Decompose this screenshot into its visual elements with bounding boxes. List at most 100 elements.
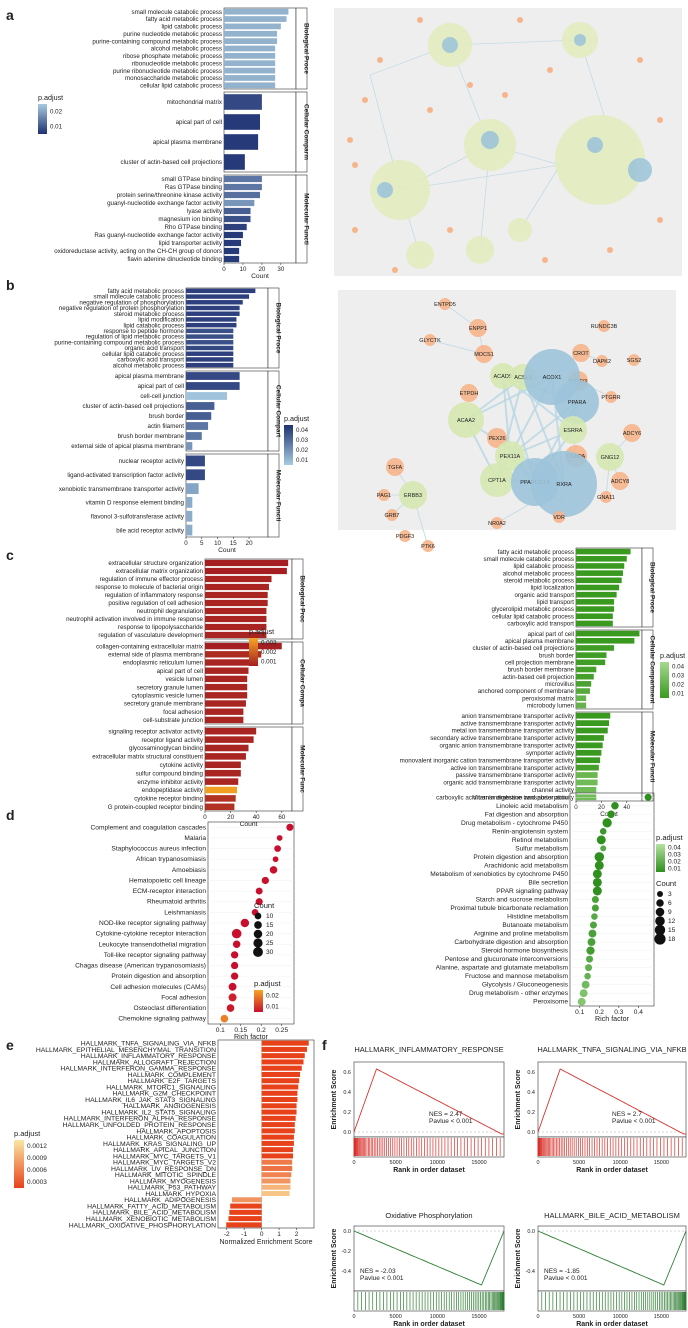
size-legend-label: 30 [266, 949, 274, 956]
bar [576, 786, 597, 793]
dot [230, 961, 239, 970]
category-label: brush border [149, 413, 184, 420]
category-label: extracellular matrix organization [116, 568, 204, 575]
x-axis-title: Count [218, 547, 236, 554]
bar [261, 1191, 290, 1197]
x-tick-label: 0.2 [595, 1009, 604, 1016]
category-label: HALLMARK_FATTY_ACID_METABOLISM [87, 1203, 216, 1210]
category-label: lipid catabolic process [161, 24, 222, 31]
network-node [490, 363, 516, 389]
network-node-label: ENTPD5 [434, 302, 456, 308]
bar [186, 442, 193, 450]
bar [224, 239, 242, 247]
network-node [487, 428, 507, 448]
category-label: sulfur compound binding [136, 770, 204, 777]
bar [205, 559, 289, 567]
x-tick-label: 0.4 [634, 1009, 643, 1016]
bar [186, 345, 234, 351]
bar [224, 75, 276, 81]
x-tick-label: 20 [598, 804, 605, 811]
y-tick-label: 0.6 [343, 1070, 351, 1076]
bar [576, 764, 599, 771]
category-label: endopeptidase activity [142, 787, 204, 794]
legend-tick: 0.02 [266, 993, 279, 1000]
category-label: HALLMARK_UV_RESPONSE_DN [111, 1166, 216, 1173]
gsea-title: HALLMARK_TNFA_SIGNALING_VIA_NFKB [537, 1045, 686, 1054]
network-node-label: GNA11 [597, 495, 615, 501]
nes-label: NES = -2.03 [360, 1268, 396, 1275]
bar [576, 673, 594, 680]
size-legend-dot [253, 929, 263, 939]
bar [205, 659, 252, 666]
category-label: Histidine metabolism [507, 914, 568, 921]
nes-label: NES = -1.85 [544, 1268, 580, 1275]
category-label: cellular lipid catabolic process [492, 613, 574, 620]
category-label: cell-substrate junction [143, 717, 203, 724]
category-label: small molecule catabolic process [132, 9, 222, 16]
bar [205, 607, 267, 615]
bar [224, 223, 247, 231]
category-label: enzyme inhibitor activity [137, 779, 204, 786]
category-label: HALLMARK_MITOTIC_SPINDLE [115, 1172, 217, 1179]
size-legend-label: 6 [668, 900, 672, 907]
network-node [559, 416, 587, 444]
category-label: vitamin D response element binding [86, 500, 185, 507]
size-legend-title: Count [656, 879, 677, 888]
facet-strip-label: Molecular Functi [275, 470, 282, 522]
bar [576, 702, 587, 709]
x-tick-label: 0.3 [614, 1009, 623, 1016]
category-label: apical part of cell [176, 119, 222, 126]
x-tick-label: 40 [253, 814, 260, 821]
bar-chart-e: HALLMARK_TNFA_SIGNALING_VIA_NFKBHALLMARK… [36, 1039, 315, 1246]
x-tick-label: 0.1 [575, 1009, 584, 1016]
bar [186, 422, 209, 430]
facet-strip [267, 453, 280, 538]
bar [224, 183, 262, 191]
category-label: response to peptide hormone [104, 328, 185, 335]
category-label: secretory granule membrane [124, 701, 204, 708]
dot [228, 993, 237, 1002]
dot [255, 898, 263, 906]
bar [186, 455, 205, 467]
bar [261, 1115, 296, 1121]
category-label: Focal adhesion [161, 994, 206, 1001]
plot-frame [217, 1039, 315, 1229]
bar [205, 803, 235, 811]
category-label: cytoplasmic vesicle lumen [131, 692, 203, 699]
category-label: African trypanosomiasis [136, 856, 207, 863]
category-label: Sulfur metabolism [515, 845, 568, 852]
bar [186, 483, 199, 494]
facet-strip [291, 726, 304, 812]
network-node [596, 443, 624, 471]
category-label: secretory granule lumen [137, 684, 204, 691]
category-label: organic acid transmembrane transporter a… [443, 780, 575, 787]
category-label: monovalent inorganic cation transmembran… [400, 757, 575, 764]
bar-chart-b: Biological Proce fatty acid metabolic pro… [54, 287, 282, 554]
plot-frame [353, 1225, 505, 1292]
x-tick-label: 0 [536, 1314, 539, 1320]
category-label: Fructose and mannose metabolism [465, 973, 568, 980]
gsea-plot: HALLMARK_BILE_ACID_METABOLISM 0.0 -0.4 NES … [515, 1211, 687, 1328]
network-node [399, 530, 411, 542]
network-node-label: ERBB3 [404, 493, 422, 499]
category-label: HALLMARK_MTORC1_SIGNALING [106, 1084, 216, 1091]
size-legend-label: 10 [266, 913, 274, 920]
dot [232, 940, 241, 949]
category-label: Arginine and proline metabolism [474, 931, 569, 938]
legend-colorbar [249, 638, 258, 666]
bar [186, 432, 202, 440]
x-tick-label: 10 [240, 266, 247, 273]
x-tick-label: 1 [277, 1231, 281, 1238]
category-label: negative regulation of protein phosphory… [59, 305, 185, 312]
facet-strip [267, 287, 280, 369]
category-label: carboxylic acid transmembrane transporte… [436, 794, 575, 801]
bar [205, 786, 237, 794]
bar [186, 497, 193, 508]
bar [186, 382, 240, 390]
network-edge [429, 339, 485, 355]
dot [230, 951, 239, 959]
bar [224, 45, 276, 52]
x-tick-label: 0 [352, 1160, 355, 1166]
dot [584, 972, 591, 980]
size-legend-title: Count [254, 901, 275, 910]
